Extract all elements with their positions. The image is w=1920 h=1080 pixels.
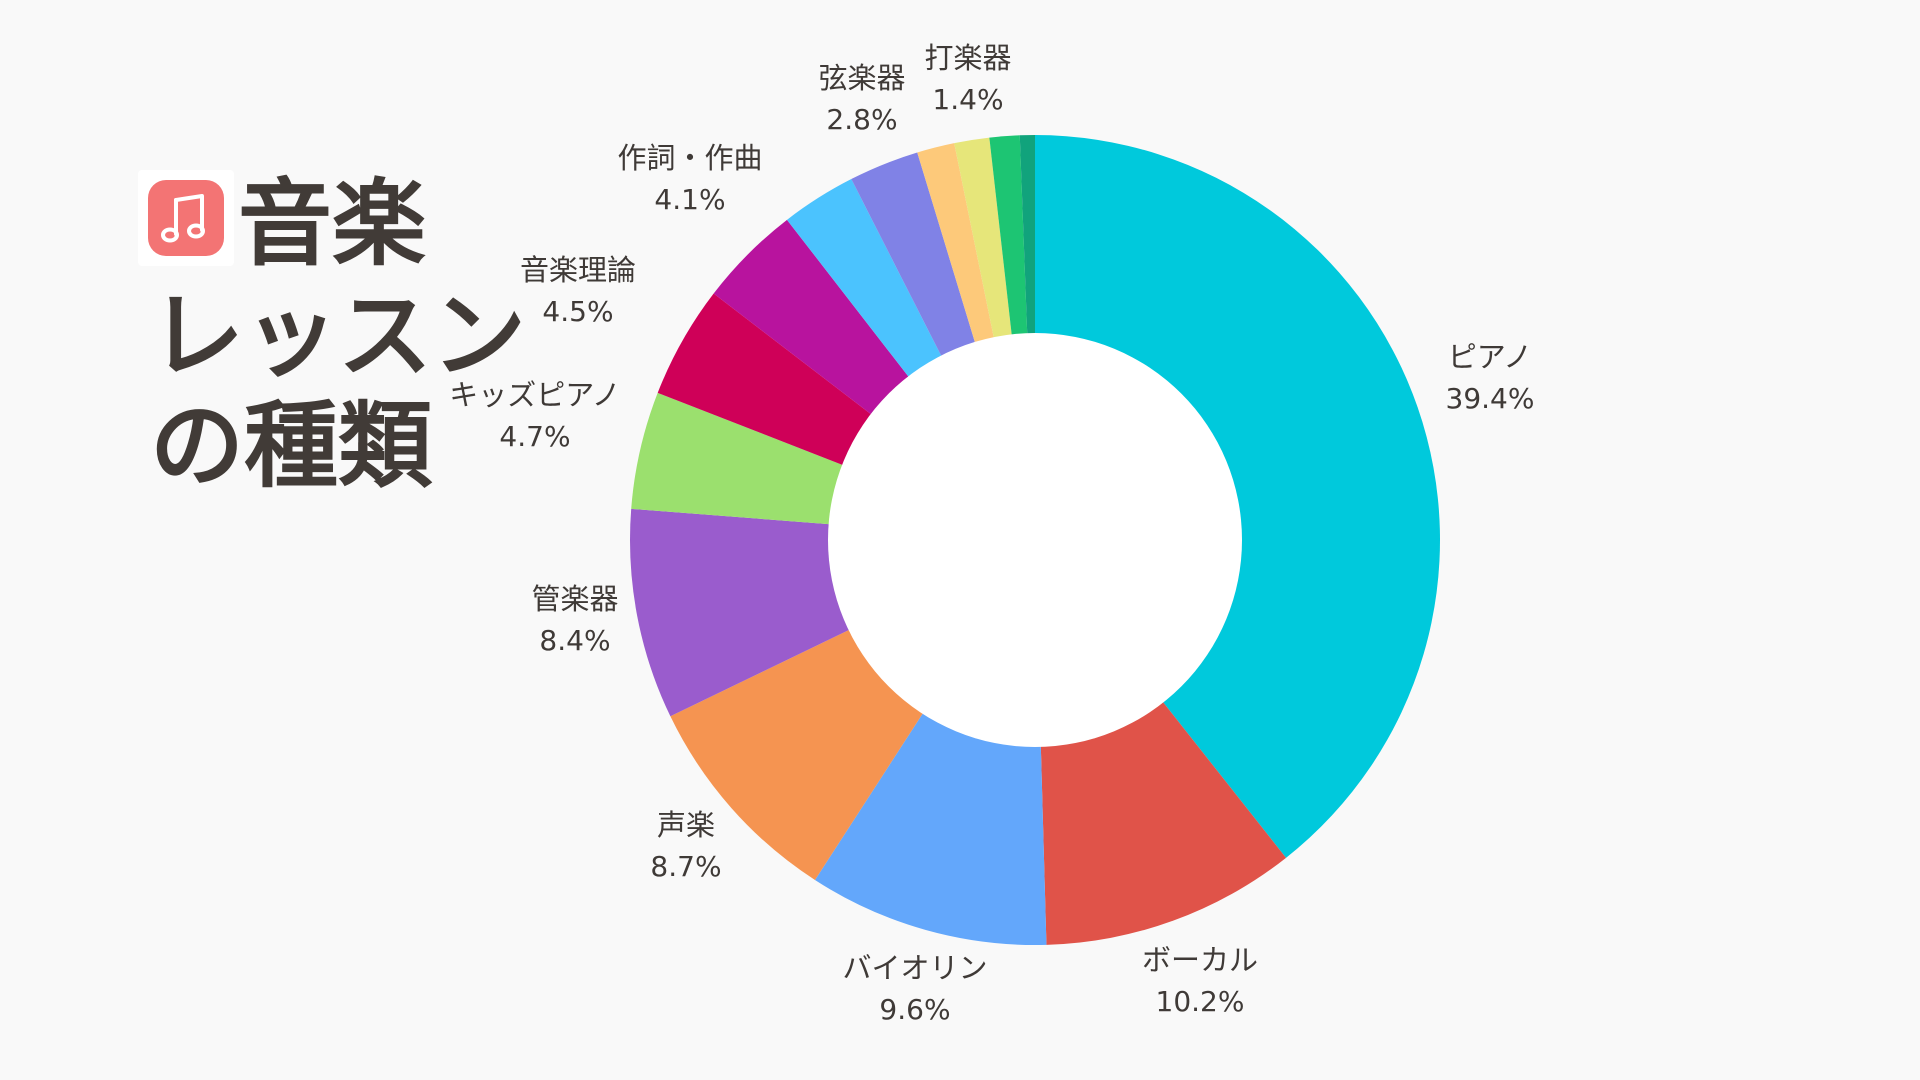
music-note-icon — [148, 180, 224, 256]
slice-label-5: キッズピアノ — [449, 378, 620, 412]
slice-value-2: 9.6% — [879, 993, 950, 1026]
slice-label-2: バイオリン — [842, 951, 987, 985]
donut-hole — [828, 333, 1242, 747]
slice-value-7: 4.1% — [654, 183, 725, 216]
slice-label-0: ピアノ — [1448, 340, 1532, 374]
title-line-3: の種類 — [150, 392, 433, 501]
slice-label-6: 音楽理論 — [520, 253, 636, 287]
slice-label-1: ボーカル — [1142, 943, 1258, 977]
slice-label-4: 管楽器 — [531, 582, 618, 616]
slice-value-5: 4.7% — [499, 420, 570, 453]
slice-label-11: 打楽器 — [924, 41, 1011, 75]
title-line-1: 音楽 — [238, 170, 427, 279]
slice-value-9: 2.8% — [826, 103, 897, 136]
slice-label-3: 声楽 — [657, 808, 715, 842]
slice-value-1: 10.2% — [1156, 985, 1245, 1018]
slice-label-7: 作詞・作曲 — [617, 141, 762, 175]
labels-group: ピアノ 39.4% ボーカル 10.2% バイオリン 9.6% 声楽 8.7% 管楽器 8.4% キ… — [449, 41, 1534, 1026]
music-app-icon — [138, 170, 234, 266]
slice-value-6: 4.5% — [542, 295, 613, 328]
title-line-2: レッスン — [150, 282, 527, 391]
slice-value-0: 39.4% — [1446, 382, 1535, 415]
slice-value-11: 1.4% — [932, 83, 1003, 116]
slice-label-9: 弦楽器 — [818, 61, 905, 95]
slice-0 — [1035, 135, 1440, 858]
slice-value-4: 8.4% — [539, 624, 610, 657]
slice-value-3: 8.7% — [650, 850, 721, 883]
